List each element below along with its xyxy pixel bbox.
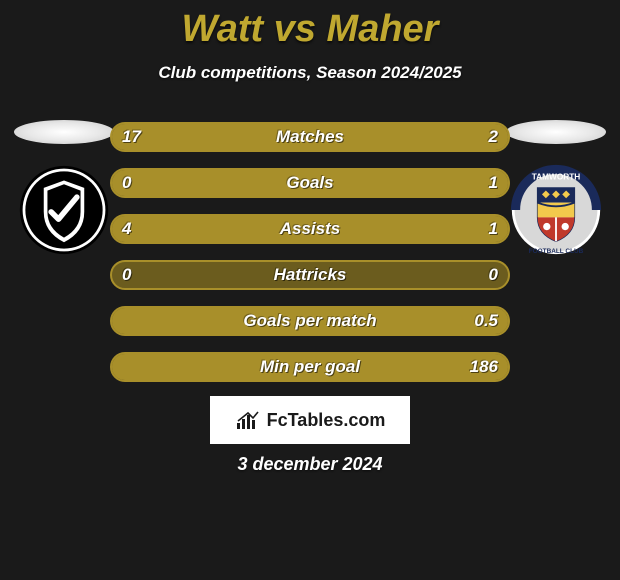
branding-box: FcTables.com [210, 396, 410, 444]
stat-right-value: 0 [489, 260, 498, 290]
stat-right-value: 0.5 [474, 306, 498, 336]
stat-row: Hattricks0 0 [110, 260, 510, 290]
ellipse-pedestal-right [506, 120, 606, 144]
stat-left-value: 4 [122, 214, 131, 244]
svg-text:FOOTBALL CLUB: FOOTBALL CLUB [529, 248, 584, 255]
stat-label: Hattricks [110, 260, 510, 290]
stat-left-value: 0 [122, 168, 131, 198]
shield-club-icon [18, 164, 110, 256]
stat-right-value: 1 [489, 168, 498, 198]
stat-row: Goals per match0.5 [110, 306, 510, 336]
stat-label: Goals per match [110, 306, 510, 336]
club-badge-right: TAMWORTH FOOTBALL CLUB [510, 164, 602, 256]
stat-label: Min per goal [110, 352, 510, 382]
player-right-column: TAMWORTH FOOTBALL CLUB [506, 120, 606, 256]
page-title: Watt vs Maher [0, 0, 620, 51]
ellipse-pedestal-left [14, 120, 114, 144]
tamworth-club-icon: TAMWORTH FOOTBALL CLUB [510, 164, 602, 256]
stat-right-value: 186 [470, 352, 498, 382]
stat-label: Goals [110, 168, 510, 198]
bar-chart-icon [235, 409, 261, 431]
branding-text: FcTables.com [267, 410, 386, 431]
stat-right-value: 1 [489, 214, 498, 244]
stat-label: Assists [110, 214, 510, 244]
stat-row: Matches17 2 [110, 122, 510, 152]
stat-bars: Matches172Goals01Assists41Hattricks00Goa… [110, 122, 510, 398]
svg-text:TAMWORTH: TAMWORTH [532, 173, 581, 182]
stat-left-value: 0 [122, 260, 131, 290]
stat-left-value: 17 [122, 122, 141, 152]
footer-date: 3 december 2024 [0, 454, 620, 475]
stat-row: Min per goal186 [110, 352, 510, 382]
page-subtitle: Club competitions, Season 2024/2025 [0, 63, 620, 83]
stat-row: Assists4 1 [110, 214, 510, 244]
stat-right-value: 2 [489, 122, 498, 152]
stat-label: Matches [110, 122, 510, 152]
club-badge-left [18, 164, 110, 256]
stat-row: Goals0 1 [110, 168, 510, 198]
player-left-column [14, 120, 114, 256]
